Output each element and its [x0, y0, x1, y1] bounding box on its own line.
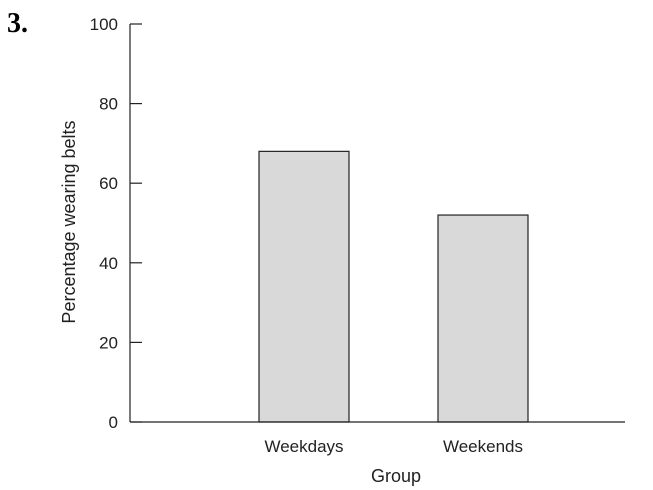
x-tick-label-weekdays: Weekdays: [264, 437, 343, 456]
bar-weekdays: [258, 150, 350, 423]
y-tick-label-60: 60: [99, 174, 118, 193]
y-tick-label-0: 0: [109, 413, 118, 432]
x-tick-label-weekends: Weekends: [443, 437, 523, 456]
y-axis-ticks: 0 20 40 60 80 100: [90, 15, 142, 432]
y-tick-label-20: 20: [99, 333, 118, 352]
bars: [258, 150, 529, 423]
question-number: 3.: [7, 8, 28, 39]
bar-weekends: [437, 214, 529, 423]
x-axis-label: Group: [371, 466, 421, 486]
y-tick-label-100: 100: [90, 15, 118, 34]
y-axis-label: Percentage wearing belts: [59, 120, 79, 323]
x-axis-tick-labels: Weekdays Weekends: [264, 437, 523, 456]
y-tick-label-40: 40: [99, 254, 118, 273]
y-tick-label-80: 80: [99, 95, 118, 114]
